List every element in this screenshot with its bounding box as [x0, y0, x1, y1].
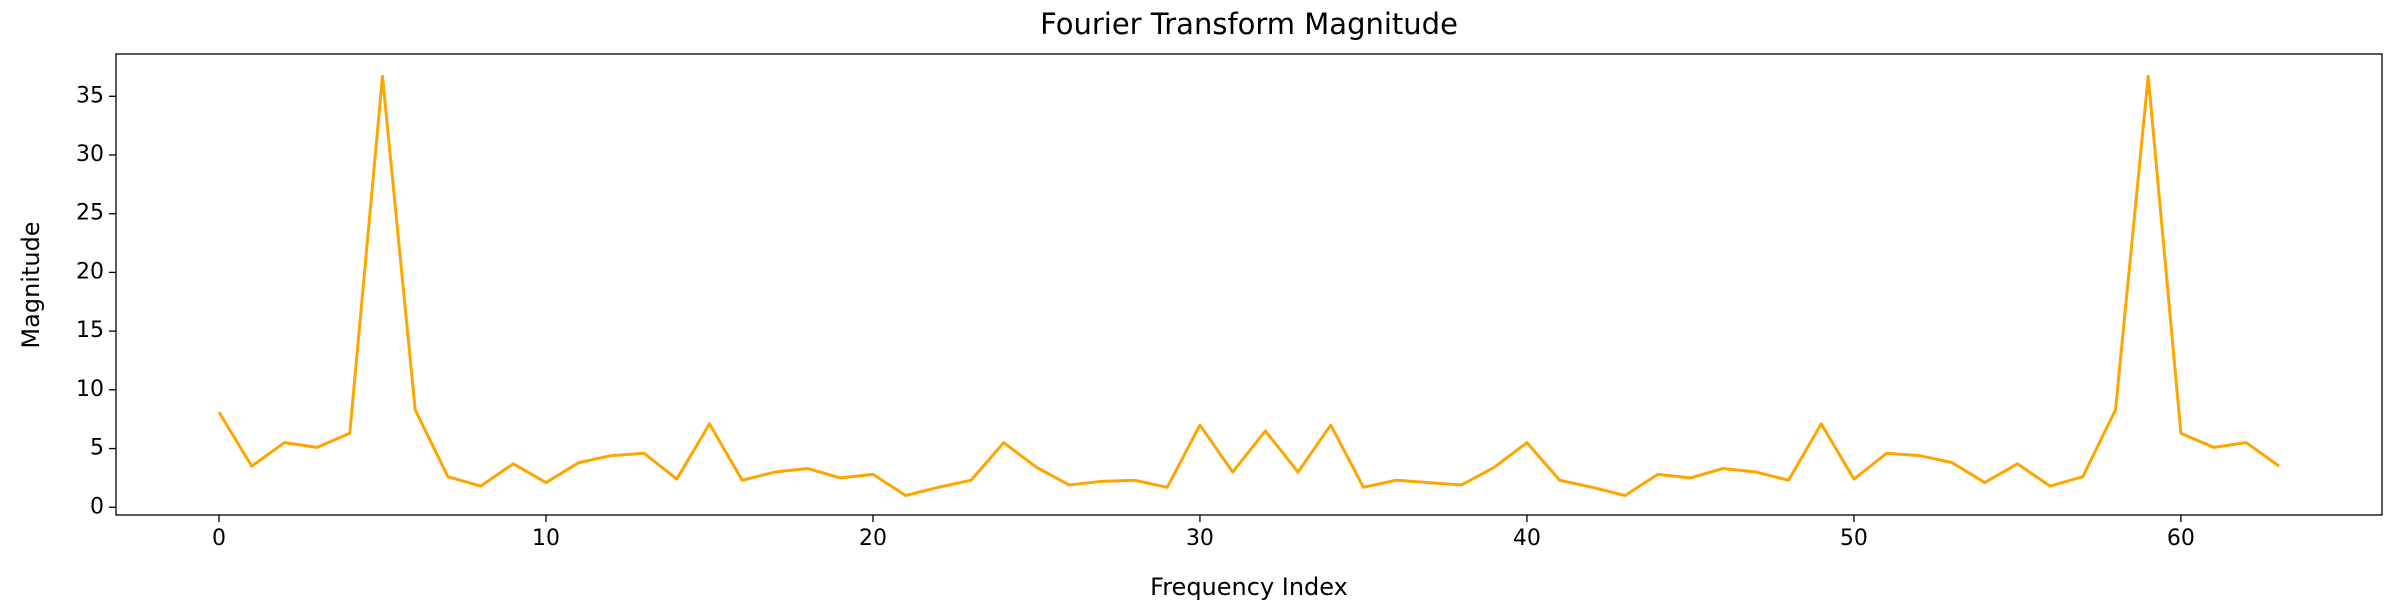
- x-tick-label: 0: [212, 526, 226, 551]
- y-tick-label: 20: [76, 259, 104, 284]
- plot-frame: [115, 53, 2383, 516]
- y-tick-label: 0: [90, 494, 104, 519]
- x-tick-label: 20: [859, 526, 887, 551]
- y-tick-label: 25: [76, 201, 104, 226]
- data-line: [217, 74, 2280, 498]
- x-tick-label: 50: [1840, 526, 1868, 551]
- y-tick-label: 5: [90, 436, 104, 461]
- x-tick-label: 30: [1186, 526, 1214, 551]
- y-tick-label: 35: [76, 83, 104, 108]
- chart-title: Fourier Transform Magnitude: [1040, 7, 1458, 41]
- y-tick-label: 15: [76, 318, 104, 343]
- y-tick-label: 30: [76, 142, 104, 167]
- x-tick-label: 60: [2167, 526, 2195, 551]
- y-axis-label: Magnitude: [17, 221, 45, 348]
- y-tick-label: 10: [76, 377, 104, 402]
- x-axis-label: Frequency Index: [1150, 573, 1348, 601]
- x-tick-label: 40: [1513, 526, 1541, 551]
- x-tick-label: 10: [532, 526, 560, 551]
